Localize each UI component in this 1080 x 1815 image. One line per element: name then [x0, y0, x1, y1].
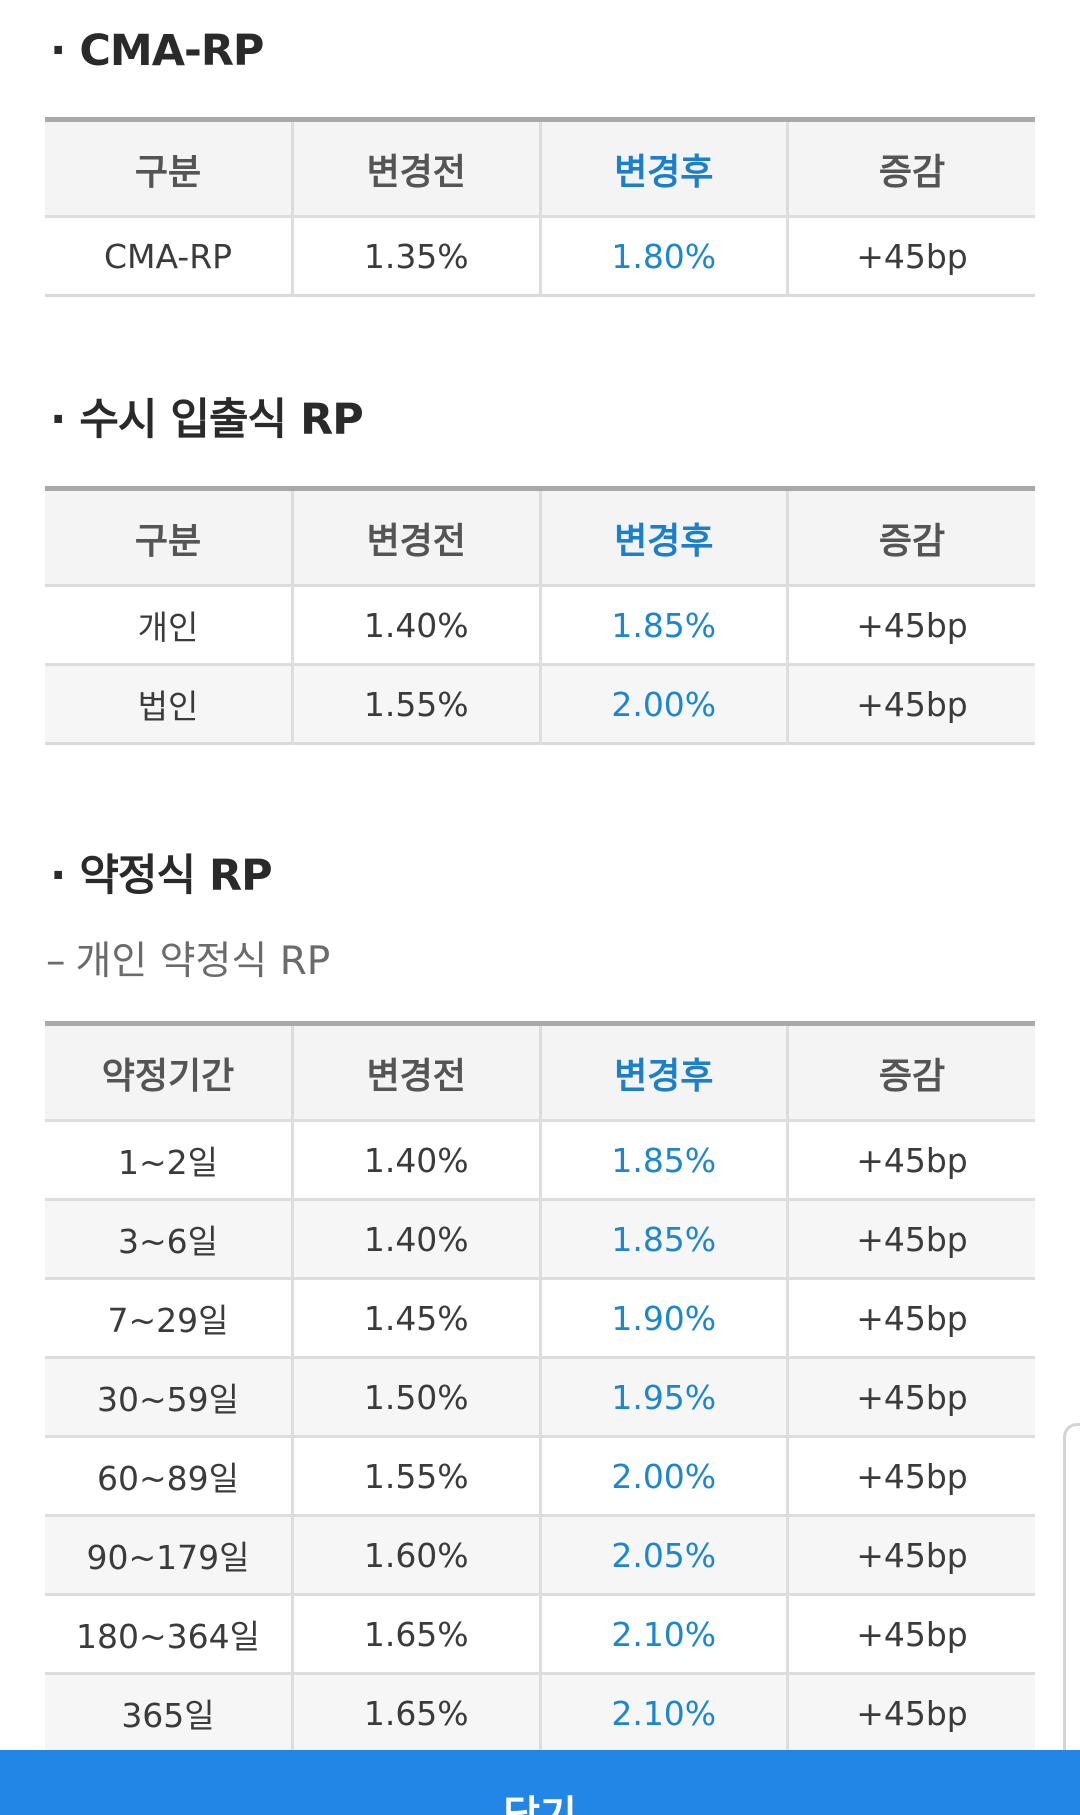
- bullet-dot: ·: [50, 395, 66, 445]
- cell-before: 1.55%: [291, 663, 540, 744]
- cell-after: 1.95%: [538, 1356, 788, 1437]
- table-header-row: 구분 변경전 변경후 증감: [45, 488, 1035, 587]
- term-rp-rate-table: 약정기간 변경전 변경후 증감 1~2일 1.40% 1.85% +45bp 3…: [45, 1021, 1035, 1754]
- cell-period: 1~2일: [117, 1143, 218, 1182]
- cell-change: +45bp: [786, 1356, 1035, 1437]
- cell-before: 1.35%: [291, 216, 540, 296]
- cell-change: +45bp: [786, 1593, 1035, 1674]
- cma-rp-rate-table: 구분 변경전 변경후 증감 CMA-RP 1.35% 1.80% +45bp: [45, 117, 1035, 297]
- section-title-cma-rp: · CMA-RP: [50, 26, 264, 76]
- table-header-row: 구분 변경전 변경후 증감: [45, 119, 1035, 218]
- subsection-title-individual-term-rp: – 개인 약정식 RP: [46, 942, 330, 981]
- demand-rp-rate-table: 구분 변경전 변경후 증감 개인 1.40% 1.85% +45bp 법인 1.…: [45, 486, 1035, 745]
- cell-period: 3~6일: [45, 1198, 293, 1279]
- header-change: 증감: [786, 1023, 1035, 1122]
- cell-period: 30~59일: [45, 1356, 293, 1437]
- table-row: 30~59일 1.50% 1.95% +45bp: [45, 1356, 1035, 1437]
- cell-before: 1.60%: [291, 1514, 540, 1595]
- cell-category: 법인: [45, 663, 293, 744]
- cell-after: 2.00%: [538, 663, 788, 744]
- table-row: 180~364일 1.65% 2.10% +45bp: [45, 1593, 1035, 1674]
- table-row: CMA-RP 1.35% 1.80% +45bp: [45, 216, 1035, 296]
- table-row: 7~29일 1.45% 1.90% +45bp: [45, 1277, 1035, 1358]
- subtitle-dash: –: [46, 939, 66, 984]
- cell-after: 1.85%: [538, 585, 788, 665]
- cell-after: 1.85%: [538, 1120, 788, 1200]
- cell-category: 개인: [137, 608, 199, 647]
- section-title-text: 약정식 RP: [79, 851, 272, 901]
- cell-after: 2.00%: [538, 1435, 788, 1516]
- table-row: 60~89일 1.55% 2.00% +45bp: [45, 1435, 1035, 1516]
- table-row: 365일 1.65% 2.10% +45bp: [45, 1672, 1035, 1753]
- close-button-label: 닫기: [0, 1750, 1080, 1815]
- cell-before: 1.40%: [291, 585, 540, 665]
- cell-before: 1.65%: [291, 1672, 540, 1753]
- header-category: 구분: [45, 119, 293, 218]
- cell-period: 365일: [45, 1672, 293, 1753]
- header-before: 변경전: [291, 1023, 540, 1122]
- table-row: 개인 1.40% 1.85% +45bp: [45, 585, 1035, 665]
- table-row: 3~6일 1.40% 1.85% +45bp: [45, 1198, 1035, 1279]
- cell-before: 1.55%: [291, 1435, 540, 1516]
- header-change: 증감: [786, 119, 1035, 218]
- table-row: 90~179일 1.60% 2.05% +45bp: [45, 1514, 1035, 1595]
- cell-change: +45bp: [786, 1435, 1035, 1516]
- cell-after: 2.10%: [538, 1672, 788, 1753]
- header-after: 변경후: [538, 119, 788, 218]
- header-change: 증감: [786, 488, 1035, 587]
- cell-change: +45bp: [786, 663, 1035, 744]
- header-term-period: 약정기간: [45, 1023, 293, 1122]
- header-after: 변경후: [538, 488, 788, 587]
- cell-change: +45bp: [786, 585, 1035, 665]
- header-category: 구분: [45, 488, 293, 587]
- cell-after: 2.10%: [538, 1593, 788, 1674]
- cell-period: 60~89일: [45, 1435, 293, 1516]
- cell-period: 180~364일: [45, 1593, 293, 1674]
- cell-change: +45bp: [786, 1198, 1035, 1279]
- cell-after: 1.90%: [538, 1277, 788, 1358]
- bullet-dot: ·: [50, 851, 66, 901]
- table-row: 법인 1.55% 2.00% +45bp: [45, 663, 1035, 744]
- cell-before: 1.50%: [291, 1356, 540, 1437]
- cell-change: +45bp: [786, 1120, 1035, 1200]
- close-button[interactable]: 닫기: [0, 1750, 1080, 1815]
- cell-period: 7~29일: [45, 1277, 293, 1358]
- cell-change: +45bp: [786, 1277, 1035, 1358]
- cell-after: 1.85%: [538, 1198, 788, 1279]
- cell-change: +45bp: [786, 216, 1035, 296]
- cell-after: 2.05%: [538, 1514, 788, 1595]
- table-row: 1~2일 1.40% 1.85% +45bp: [45, 1120, 1035, 1200]
- bullet-dot: ·: [50, 26, 66, 76]
- cell-before: 1.40%: [291, 1198, 540, 1279]
- cell-period: 90~179일: [45, 1514, 293, 1595]
- cell-change: +45bp: [786, 1672, 1035, 1753]
- subtitle-text: 개인 약정식 RP: [75, 939, 331, 984]
- cell-before: 1.45%: [291, 1277, 540, 1358]
- section-title-text: CMA-RP: [79, 26, 264, 76]
- section-title-demand-rp: · 수시 입출식 RP: [50, 395, 364, 445]
- header-before: 변경전: [291, 119, 540, 218]
- cell-category: CMA-RP: [103, 236, 233, 276]
- cell-before: 1.40%: [291, 1120, 540, 1200]
- section-title-text: 수시 입출식 RP: [79, 395, 363, 445]
- cell-change: +45bp: [786, 1514, 1035, 1595]
- table-header-row: 약정기간 변경전 변경후 증감: [45, 1023, 1035, 1122]
- cell-before: 1.65%: [291, 1593, 540, 1674]
- header-before: 변경전: [291, 488, 540, 587]
- section-title-term-rp: · 약정식 RP: [50, 851, 273, 901]
- header-after: 변경후: [538, 1023, 788, 1122]
- cell-after: 1.80%: [538, 216, 788, 296]
- scrollbar-thumb[interactable]: [1063, 1423, 1080, 1815]
